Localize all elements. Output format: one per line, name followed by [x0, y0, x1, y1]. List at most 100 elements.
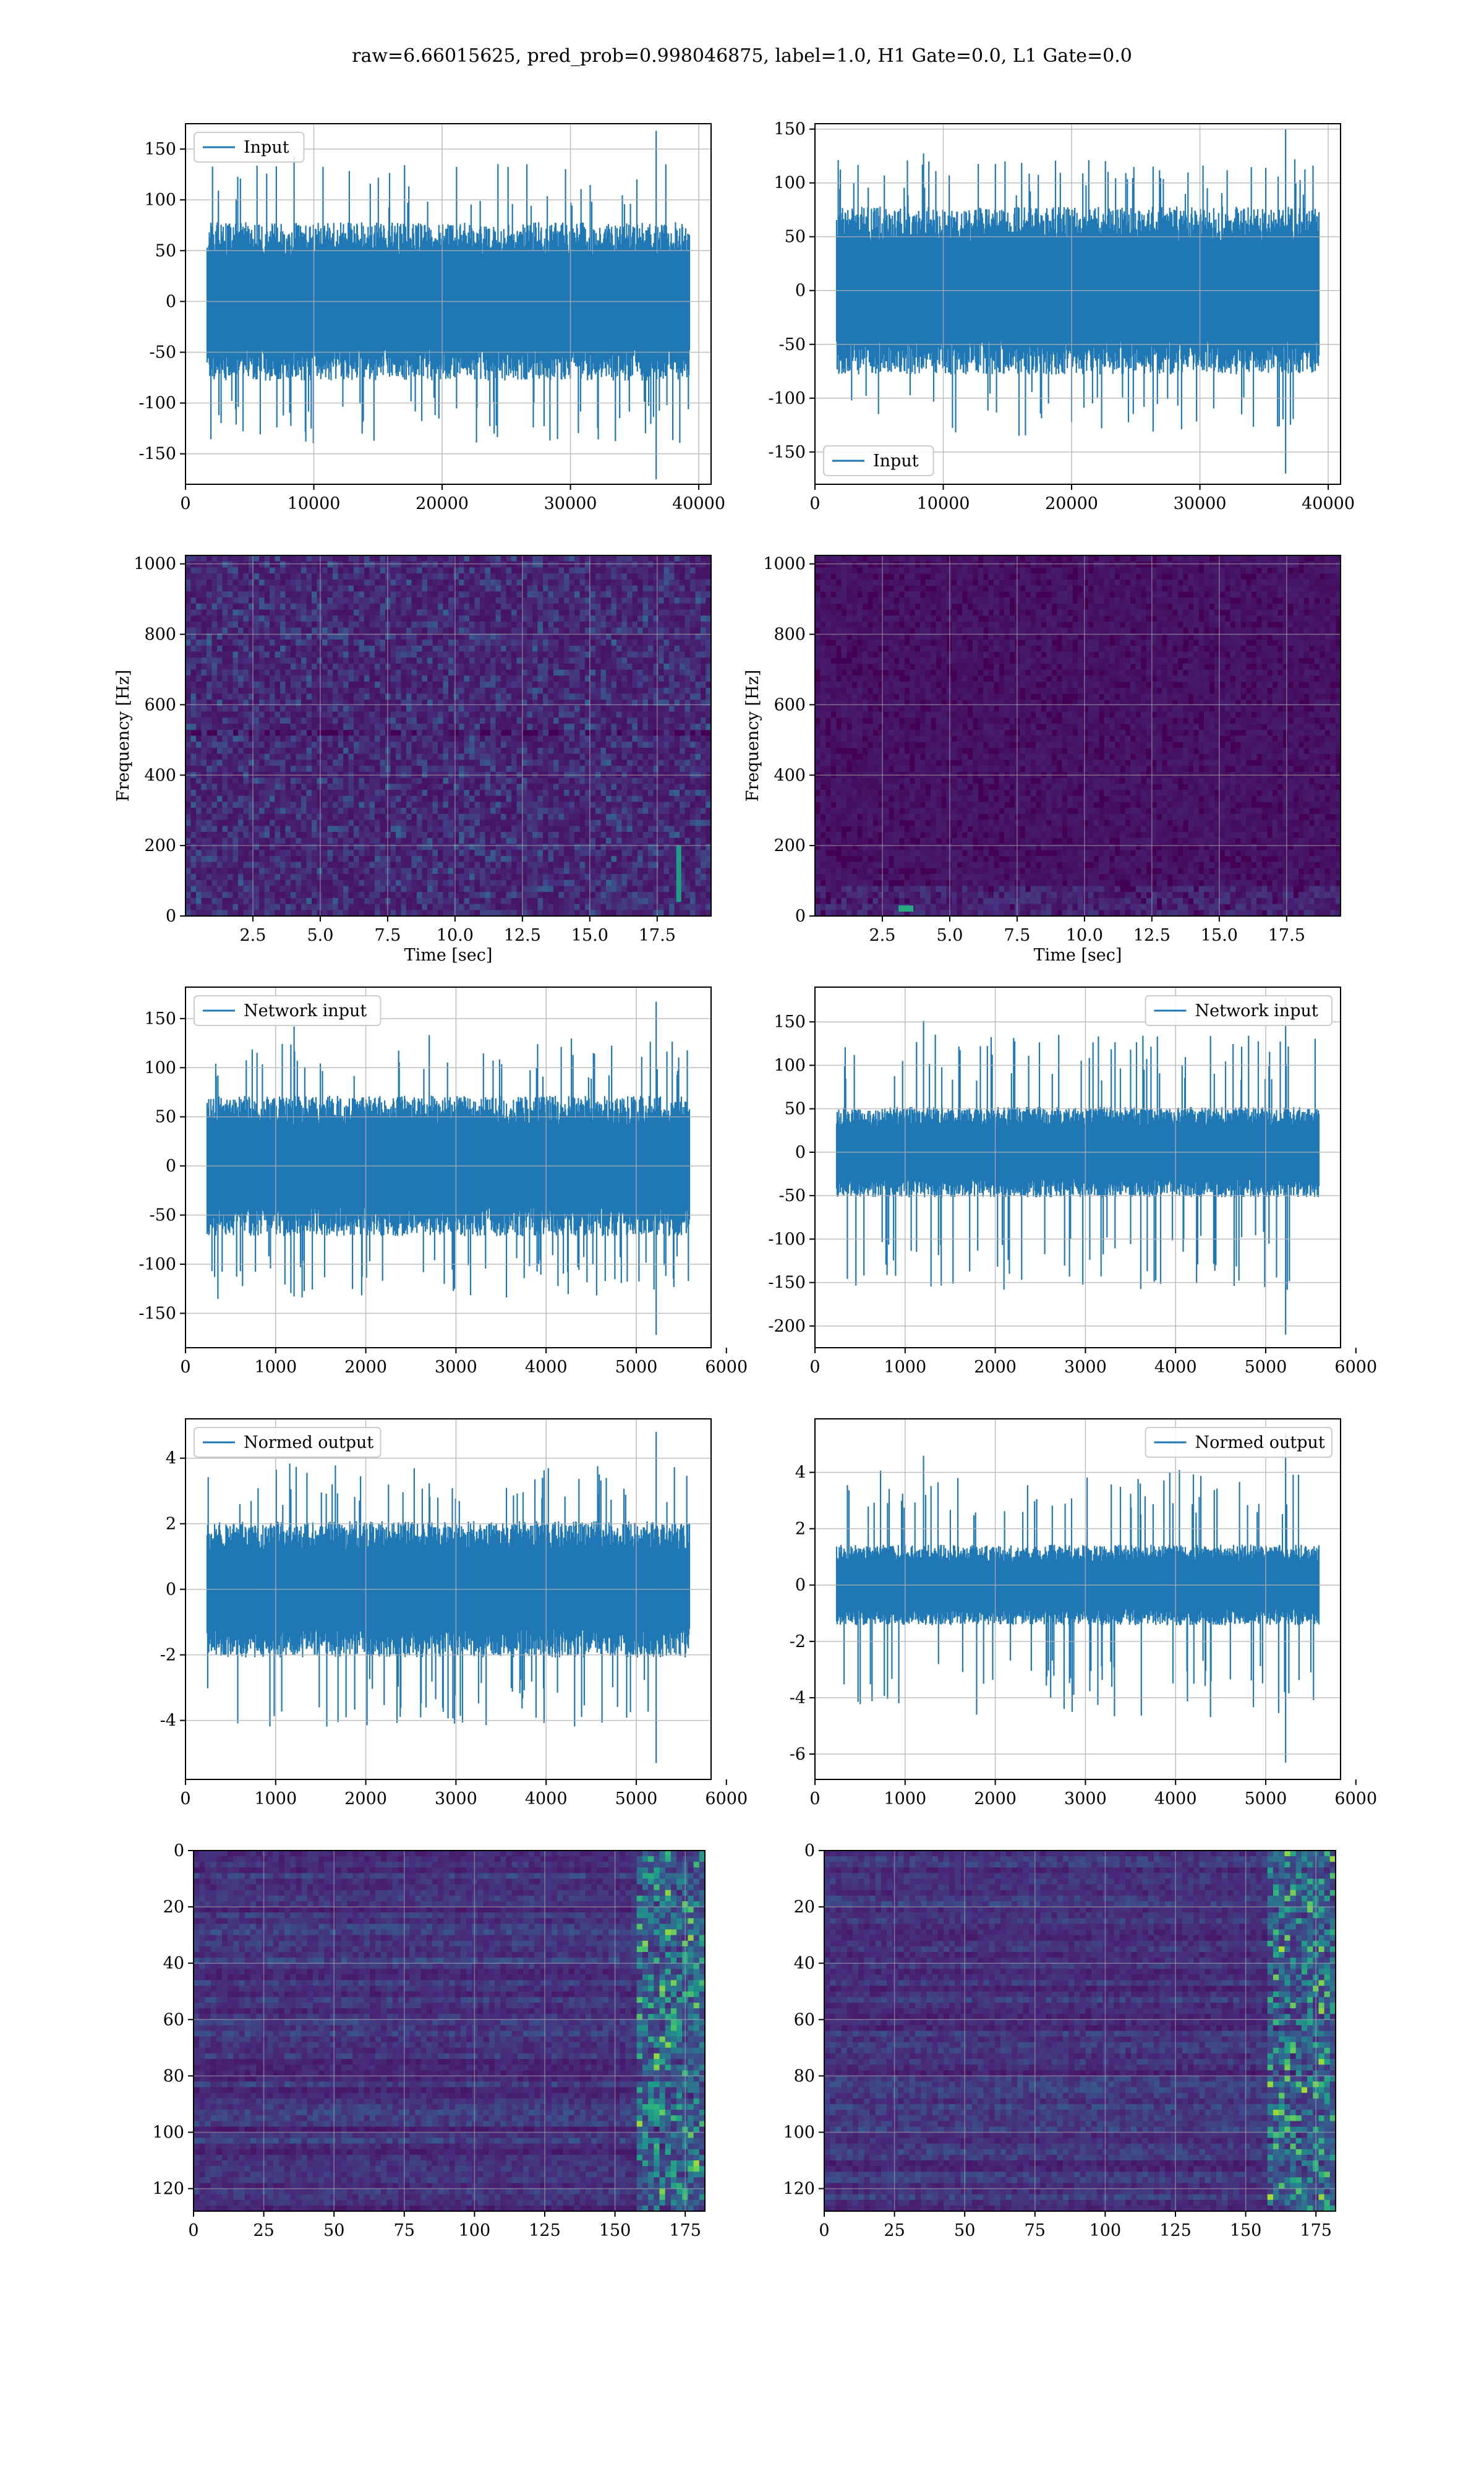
heatmap-cell	[401, 645, 407, 653]
heatmap-cell	[464, 663, 470, 670]
heatmap-cell	[375, 844, 381, 850]
heatmap-cell	[627, 826, 633, 833]
heatmap-cell	[406, 579, 412, 586]
heatmap-cell	[406, 627, 412, 634]
heatmap-cell	[579, 747, 586, 755]
heatmap-cell	[186, 808, 192, 815]
heatmap-cell	[480, 826, 486, 833]
heatmap-cell	[306, 682, 312, 688]
heatmap-cell	[548, 784, 554, 790]
heatmap-cell	[706, 705, 712, 713]
heatmap-cell	[317, 657, 323, 664]
heatmap-cell	[432, 808, 438, 815]
heatmap-cell	[348, 844, 354, 850]
heatmap-cell	[232, 790, 239, 797]
heatmap-cell	[401, 567, 407, 574]
heatmap-cell	[495, 585, 501, 592]
heatmap-cell	[574, 627, 581, 634]
heatmap-cell	[558, 693, 565, 700]
heatmap-cell	[606, 724, 612, 730]
heatmap-cell	[211, 766, 218, 773]
heatmap-cell	[312, 837, 318, 844]
heatmap-cell	[459, 717, 465, 724]
heatmap-cell	[579, 627, 586, 634]
heatmap-cell	[317, 597, 323, 604]
heatmap-cell	[275, 760, 281, 766]
heatmap-cell	[396, 760, 402, 766]
heatmap-cell	[663, 597, 670, 604]
heatmap-cell	[501, 724, 507, 730]
heatmap-cell	[217, 669, 223, 676]
heatmap-cell	[291, 585, 297, 592]
heatmap-cell	[322, 567, 328, 574]
heatmap-cell	[438, 579, 444, 586]
heatmap-cell	[259, 717, 265, 724]
heatmap-cell	[190, 597, 197, 604]
heatmap-cell	[642, 615, 649, 622]
heatmap-cell	[396, 795, 402, 802]
heatmap-cell	[684, 760, 691, 766]
heatmap-cell	[501, 567, 507, 574]
heatmap-cell	[317, 747, 323, 755]
heatmap-cell	[558, 687, 565, 695]
heatmap-cell	[606, 555, 612, 562]
heatmap-cell	[380, 790, 386, 797]
heatmap-cell	[232, 735, 239, 742]
heatmap-cell	[427, 844, 433, 850]
heatmap-cell	[443, 802, 449, 808]
heatmap-cell	[222, 724, 228, 730]
heatmap-cell	[527, 753, 533, 760]
heatmap-cell	[522, 555, 528, 562]
heatmap-cell	[495, 717, 501, 724]
heatmap-cell	[448, 802, 454, 808]
heatmap-cell	[390, 579, 396, 586]
heatmap-cell	[333, 682, 339, 688]
heatmap-cell	[485, 747, 491, 755]
heatmap-cell	[259, 753, 265, 760]
heatmap-cell	[616, 682, 623, 688]
heatmap-cell	[642, 790, 649, 797]
heatmap-cell	[495, 555, 501, 562]
heatmap-cell	[600, 766, 607, 773]
heatmap-cell	[548, 777, 554, 784]
heatmap-cell	[585, 675, 591, 682]
heatmap-cell	[285, 813, 291, 821]
heatmap-cell	[585, 585, 591, 592]
heatmap-cell	[579, 832, 586, 839]
heatmap-cell	[264, 682, 270, 688]
heatmap-cell	[674, 711, 680, 718]
heatmap-cell	[201, 729, 207, 737]
heatmap-cell	[459, 585, 465, 592]
heatmap-cell	[663, 717, 670, 724]
heatmap-cell	[401, 573, 407, 580]
heatmap-cell	[632, 700, 638, 706]
heatmap-cell	[564, 615, 570, 622]
heatmap-cell	[406, 567, 412, 574]
heatmap-cell	[611, 766, 617, 773]
heatmap-cell	[543, 555, 549, 562]
heatmap-cell	[548, 724, 554, 730]
heatmap-cell	[422, 742, 428, 748]
heatmap-cell	[459, 826, 465, 833]
heatmap-cell	[275, 844, 281, 850]
heatmap-cell	[569, 724, 575, 730]
heatmap-cell	[706, 784, 712, 790]
heatmap-cell	[238, 795, 244, 802]
heatmap-cell	[690, 724, 696, 730]
heatmap-cell	[186, 675, 192, 682]
heatmap-cell	[406, 826, 412, 833]
heatmap-cell	[590, 742, 596, 748]
heatmap-cell	[537, 837, 544, 844]
heatmap-cell	[190, 633, 197, 640]
heatmap-cell	[506, 687, 512, 695]
heatmap-cell	[232, 645, 239, 653]
heatmap-cell	[701, 682, 707, 688]
heatmap-cell	[543, 705, 549, 713]
heatmap-cell	[322, 826, 328, 833]
heatmap-cell	[427, 742, 433, 748]
heatmap-cell	[417, 657, 423, 664]
heatmap-cell	[238, 645, 244, 653]
heatmap-cell	[474, 693, 480, 700]
heatmap-cell	[506, 561, 512, 568]
heatmap-cell	[453, 645, 459, 653]
